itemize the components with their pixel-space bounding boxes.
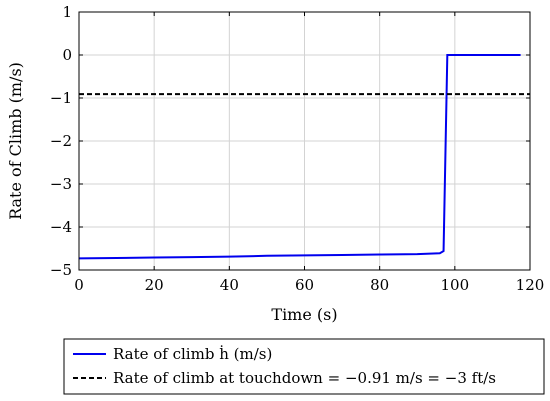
legend-box [63,338,545,395]
x-tick-label: 120 [516,276,545,294]
x-tick-label: 100 [441,276,470,294]
x-tick-label: 0 [74,276,84,294]
legend: Rate of climb ḣ (m/s) Rate of climb at to… [63,338,545,395]
y-tick-label: −5 [50,261,72,279]
x-tick-label: 80 [370,276,389,294]
x-tick-labels: 0 20 40 60 80 100 120 [74,276,544,294]
y-tick-label: −3 [50,175,72,193]
x-tick-label: 60 [295,276,314,294]
y-tick-label: 1 [62,3,72,21]
legend-entry-label: Rate of climb ḣ (m/s) [113,345,272,363]
y-tick-label: 0 [62,46,72,64]
x-axis-label: Time (s) [271,305,337,324]
series-line-rate-of-climb [78,54,521,260]
y-tick-labels: −5 −4 −3 −2 −1 0 1 [50,3,72,279]
x-tick-label: 40 [220,276,239,294]
series-group [78,54,530,260]
legend-entry-label: Rate of climb at touchdown = −0.91 m/s =… [113,369,496,387]
y-tick-label: −1 [50,89,72,107]
y-axis-label: Rate of Climb (m/s) [6,62,25,220]
ticks [78,11,531,271]
y-tick-label: −4 [50,218,72,236]
x-tick-label: 20 [145,276,164,294]
grid [78,11,531,271]
y-tick-label: −2 [50,132,72,150]
